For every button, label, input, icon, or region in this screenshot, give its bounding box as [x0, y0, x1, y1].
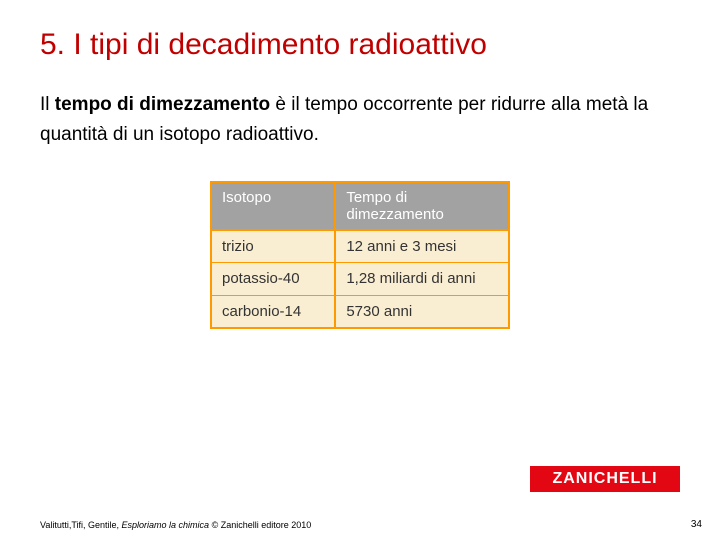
cell-isotope: carbonio-14 [212, 296, 336, 330]
page-number: 34 [691, 519, 702, 530]
cell-halflife: 1,28 miliardi di anni [336, 263, 508, 296]
slide-title: 5. I tipi di decadimento radioattivo [40, 28, 680, 62]
table-row: trizio 12 anni e 3 mesi [212, 231, 508, 264]
isotope-table: Isotopo Tempo di dimezzamento trizio 12 … [210, 181, 510, 330]
table-container: Isotopo Tempo di dimezzamento trizio 12 … [40, 181, 680, 330]
footer-authors: Valitutti,Tifi, Gentile, [40, 520, 122, 530]
table-header-isotope: Isotopo [212, 181, 336, 231]
table-row: potassio-40 1,28 miliardi di anni [212, 263, 508, 296]
table-header-halflife: Tempo di dimezzamento [336, 181, 508, 231]
slide: 5. I tipi di decadimento radioattivo Il … [0, 0, 720, 540]
cell-halflife: 5730 anni [336, 296, 508, 330]
table-row: carbonio-14 5730 anni [212, 296, 508, 330]
footer-book: Esploriamo la chimica [122, 520, 210, 530]
publisher-logo: ZANICHELLI [530, 466, 680, 492]
footer-rest: © Zanichelli editore 2010 [209, 520, 311, 530]
cell-isotope: potassio-40 [212, 263, 336, 296]
table-header-row: Isotopo Tempo di dimezzamento [212, 181, 508, 231]
body-prefix: Il [40, 94, 55, 115]
body-text: Il tempo di dimezzamento è il tempo occo… [40, 90, 680, 151]
cell-isotope: trizio [212, 231, 336, 264]
footer-citation: Valitutti,Tifi, Gentile, Esploriamo la c… [40, 520, 311, 530]
body-bold: tempo di dimezzamento [55, 94, 270, 115]
cell-halflife: 12 anni e 3 mesi [336, 231, 508, 264]
